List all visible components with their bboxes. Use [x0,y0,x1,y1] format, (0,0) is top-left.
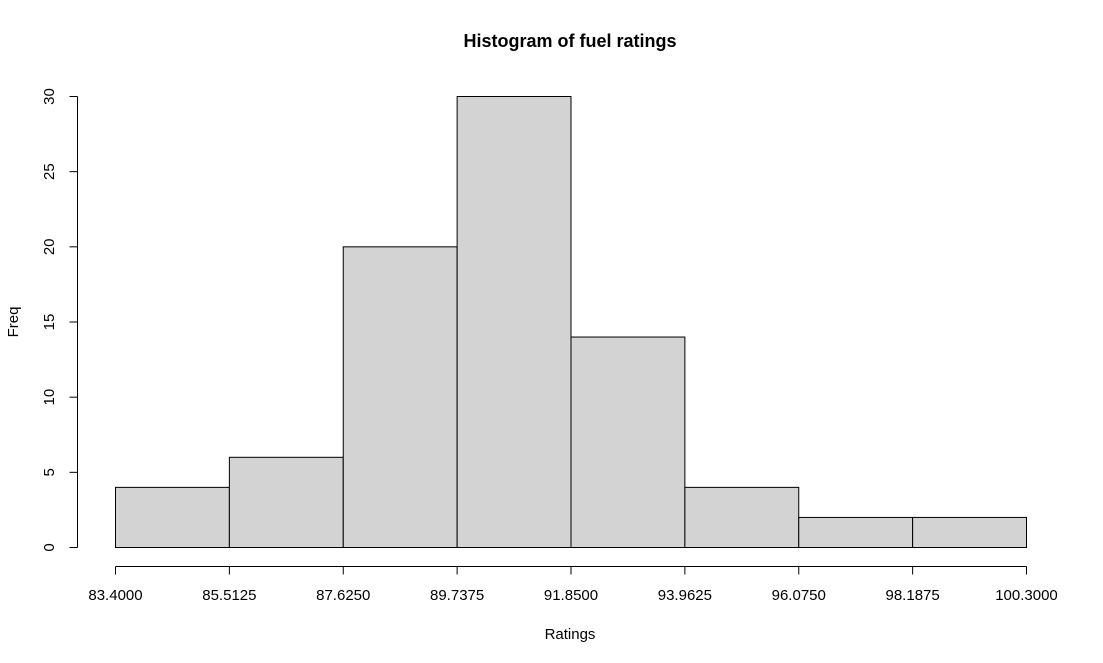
y-tick-label: 30 [41,88,58,105]
x-tick-label: 83.4000 [88,587,142,604]
x-tick-label: 96.0750 [772,587,826,604]
x-axis-label: Ratings [545,626,596,643]
histogram-bar [342,246,458,548]
y-tick-label: 0 [41,543,58,551]
x-axis: 83.4000 85.5125 87.6250 89.7375 91.8500 93.96… [88,566,1058,604]
y-tick-label: 20 [41,238,58,255]
histogram-bar [912,516,1027,549]
x-tick-label: 89.7375 [430,587,484,604]
y-axis-label: Freq [5,307,22,338]
histogram-bar [115,486,230,549]
x-tick-label: 98.1875 [886,587,940,604]
x-tick-label: 91.8500 [544,587,598,604]
histogram-bar [798,516,914,549]
bars-group [115,96,1027,549]
y-tick-label: 5 [41,468,58,476]
x-tick-label: 100.3000 [995,587,1058,604]
histogram-bar [684,486,800,549]
x-tick-label: 93.9625 [658,587,712,604]
chart-title: Histogram of fuel ratings [463,31,676,51]
histogram-bar [570,336,686,548]
histogram-bar [228,456,344,548]
y-tick-label: 10 [41,389,58,406]
y-axis: 0 5 10 15 20 25 30 [41,88,78,552]
y-tick-label: 15 [41,314,58,331]
histogram-bar [456,96,572,548]
x-tick-label: 85.5125 [202,587,256,604]
x-tick-label: 87.6250 [316,587,370,604]
y-tick-label: 25 [41,163,58,180]
